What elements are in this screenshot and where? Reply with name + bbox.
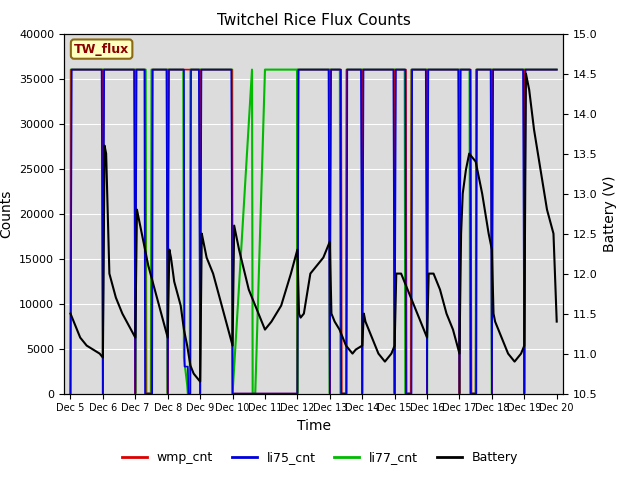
Title: Twitchel Rice Flux Counts: Twitchel Rice Flux Counts xyxy=(217,13,410,28)
Y-axis label: Counts: Counts xyxy=(0,190,13,238)
Text: TW_flux: TW_flux xyxy=(74,43,129,56)
X-axis label: Time: Time xyxy=(296,419,331,433)
Legend: wmp_cnt, li75_cnt, li77_cnt, Battery: wmp_cnt, li75_cnt, li77_cnt, Battery xyxy=(116,446,524,469)
Y-axis label: Battery (V): Battery (V) xyxy=(604,175,617,252)
